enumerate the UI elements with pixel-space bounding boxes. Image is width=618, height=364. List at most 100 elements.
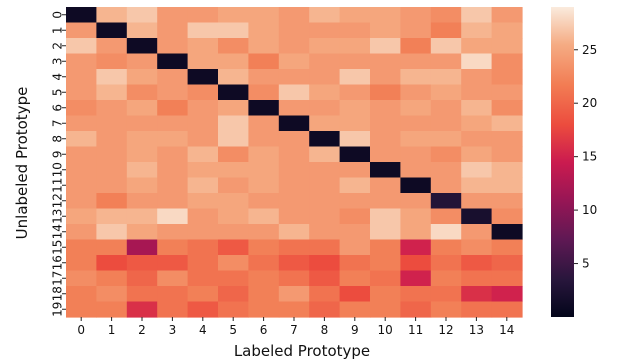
heatmap-cell-3-14 xyxy=(491,53,523,70)
heatmap-cell-4-10 xyxy=(370,69,401,86)
heatmap-cell-12-8 xyxy=(309,193,341,210)
heatmap-cell-13-13 xyxy=(461,208,493,225)
heatmap-cell-6-14 xyxy=(491,100,523,117)
heatmap-cell-7-8 xyxy=(309,115,341,132)
y-tick-label: 3 xyxy=(51,57,65,65)
heatmap-cell-6-5 xyxy=(218,100,249,117)
heatmap-cell-17-6 xyxy=(248,270,280,287)
x-tick-label: 0 xyxy=(77,323,85,337)
heatmap-cell-18-0 xyxy=(66,286,97,303)
heatmap-cell-2-13 xyxy=(461,38,493,55)
heatmap-cell-13-6 xyxy=(248,208,280,225)
heatmap-cell-0-0 xyxy=(66,7,97,24)
heatmap-cell-17-3 xyxy=(157,270,189,287)
heatmap-cell-4-4 xyxy=(187,69,219,86)
heatmap-cell-2-11 xyxy=(400,38,432,55)
heatmap-cell-17-7 xyxy=(278,270,310,287)
heatmap-cell-1-4 xyxy=(187,22,219,39)
heatmap-cell-3-8 xyxy=(309,53,341,70)
heatmap-cell-18-6 xyxy=(248,286,280,303)
heatmap-cell-3-13 xyxy=(461,53,493,70)
heatmap-cell-8-6 xyxy=(248,131,280,148)
heatmap-cell-6-13 xyxy=(461,100,493,117)
heatmap-cell-16-7 xyxy=(278,255,310,272)
heatmap-cell-7-4 xyxy=(187,115,219,132)
y-tick-label: 13 xyxy=(51,209,65,224)
heatmap-cell-18-7 xyxy=(278,286,310,303)
heatmap-cell-17-11 xyxy=(400,270,432,287)
heatmap-cell-13-7 xyxy=(278,208,310,225)
heatmap-cell-0-3 xyxy=(157,7,189,24)
heatmap-cell-19-4 xyxy=(187,301,219,318)
x-tick-label: 14 xyxy=(499,323,514,337)
colorbar xyxy=(551,7,574,317)
heatmap-cell-10-7 xyxy=(278,162,310,179)
heatmap-cell-2-0 xyxy=(66,38,97,55)
heatmap-cell-17-5 xyxy=(218,270,249,287)
heatmap-cell-13-4 xyxy=(187,208,219,225)
heatmap-cell-15-7 xyxy=(278,239,310,256)
heatmap-cell-6-3 xyxy=(157,100,189,117)
heatmap-cell-13-1 xyxy=(96,208,128,225)
heatmap-cell-5-9 xyxy=(339,84,371,101)
heatmap-cell-18-3 xyxy=(157,286,189,303)
heatmap-cell-9-12 xyxy=(430,146,462,163)
heatmap-cell-8-14 xyxy=(491,131,523,148)
heatmap-cell-18-13 xyxy=(461,286,493,303)
heatmap-cell-18-14 xyxy=(491,286,523,303)
heatmap-cell-12-13 xyxy=(461,193,493,210)
heatmap-cell-5-5 xyxy=(218,84,249,101)
heatmap-cell-18-1 xyxy=(96,286,128,303)
heatmap-cell-12-5 xyxy=(218,193,249,210)
heatmap-cell-18-4 xyxy=(187,286,219,303)
heatmap-cell-2-9 xyxy=(339,38,371,55)
heatmap-cell-12-7 xyxy=(278,193,310,210)
heatmap-cell-6-9 xyxy=(339,100,371,117)
heatmap-cell-17-14 xyxy=(491,270,523,287)
heatmap-cell-1-3 xyxy=(157,22,189,39)
heatmap-cell-4-0 xyxy=(66,69,97,86)
heatmap-cell-7-13 xyxy=(461,115,493,132)
heatmap-cell-16-9 xyxy=(339,255,371,272)
heatmap-cell-15-2 xyxy=(126,239,158,256)
heatmap-cell-17-1 xyxy=(96,270,128,287)
heatmap-cell-10-2 xyxy=(126,162,158,179)
heatmap-cell-11-8 xyxy=(309,177,341,194)
heatmap-cell-0-6 xyxy=(248,7,280,24)
heatmap-cell-5-6 xyxy=(248,84,280,101)
heatmap-cell-19-1 xyxy=(96,301,128,318)
heatmap-cell-6-2 xyxy=(126,100,158,117)
heatmap-cell-7-2 xyxy=(126,115,158,132)
heatmap-cell-5-13 xyxy=(461,84,493,101)
heatmap-cell-18-5 xyxy=(218,286,249,303)
heatmap-cell-7-14 xyxy=(491,115,523,132)
y-tick-label: 9 xyxy=(51,150,65,158)
heatmap-cell-1-9 xyxy=(339,22,371,39)
colorbar-tick-label: 25 xyxy=(582,43,597,57)
heatmap-cell-16-6 xyxy=(248,255,280,272)
heatmap-cell-10-5 xyxy=(218,162,249,179)
heatmap-cell-8-3 xyxy=(157,131,189,148)
x-tick-label: 13 xyxy=(469,323,484,337)
heatmap-cell-17-13 xyxy=(461,270,493,287)
heatmap-cell-6-10 xyxy=(370,100,401,117)
heatmap-cell-18-2 xyxy=(126,286,158,303)
x-tick-label: 8 xyxy=(321,323,329,337)
heatmap-cell-0-2 xyxy=(126,7,158,24)
heatmap-cell-10-6 xyxy=(248,162,280,179)
heatmap-cell-19-2 xyxy=(126,301,158,318)
heatmap-cell-11-1 xyxy=(96,177,128,194)
heatmap-cell-4-2 xyxy=(126,69,158,86)
heatmap-cell-2-4 xyxy=(187,38,219,55)
heatmap-cell-10-14 xyxy=(491,162,523,179)
heatmap-cell-9-11 xyxy=(400,146,432,163)
heatmap-cell-13-0 xyxy=(66,208,97,225)
heatmap-cell-17-4 xyxy=(187,270,219,287)
heatmap-cell-14-5 xyxy=(218,224,249,241)
heatmap-cell-6-6 xyxy=(248,100,280,117)
heatmap-cell-8-4 xyxy=(187,131,219,148)
heatmap-cell-15-9 xyxy=(339,239,371,256)
heatmap-cell-9-14 xyxy=(491,146,523,163)
heatmap-cell-9-9 xyxy=(339,146,371,163)
y-tick-label: 12 xyxy=(51,193,65,208)
